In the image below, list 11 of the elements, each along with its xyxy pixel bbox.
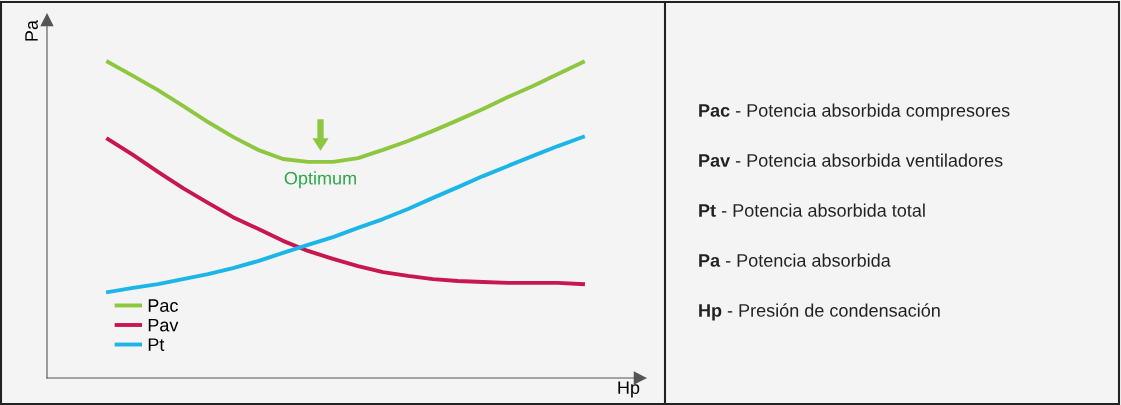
- y-axis-title: Pa: [25, 20, 38, 41]
- text: Pac - Potencia absorbida compresores: [699, 103, 1010, 121]
- x-axis-title: Hp: [618, 381, 640, 398]
- legend-label: Pac: [148, 299, 178, 312]
- text: Hp - Presión de condensación: [699, 303, 940, 321]
- text: Pav - Potencia absorbida ventiladores: [699, 153, 1003, 167]
- text: Pa - Potencia absorbida: [699, 253, 891, 267]
- legend-label: Pt: [148, 338, 165, 351]
- text: Pt - Potencia absorbida total: [699, 203, 925, 217]
- legend-label: Pav: [148, 318, 179, 332]
- annotation: Optimum: [284, 171, 356, 189]
